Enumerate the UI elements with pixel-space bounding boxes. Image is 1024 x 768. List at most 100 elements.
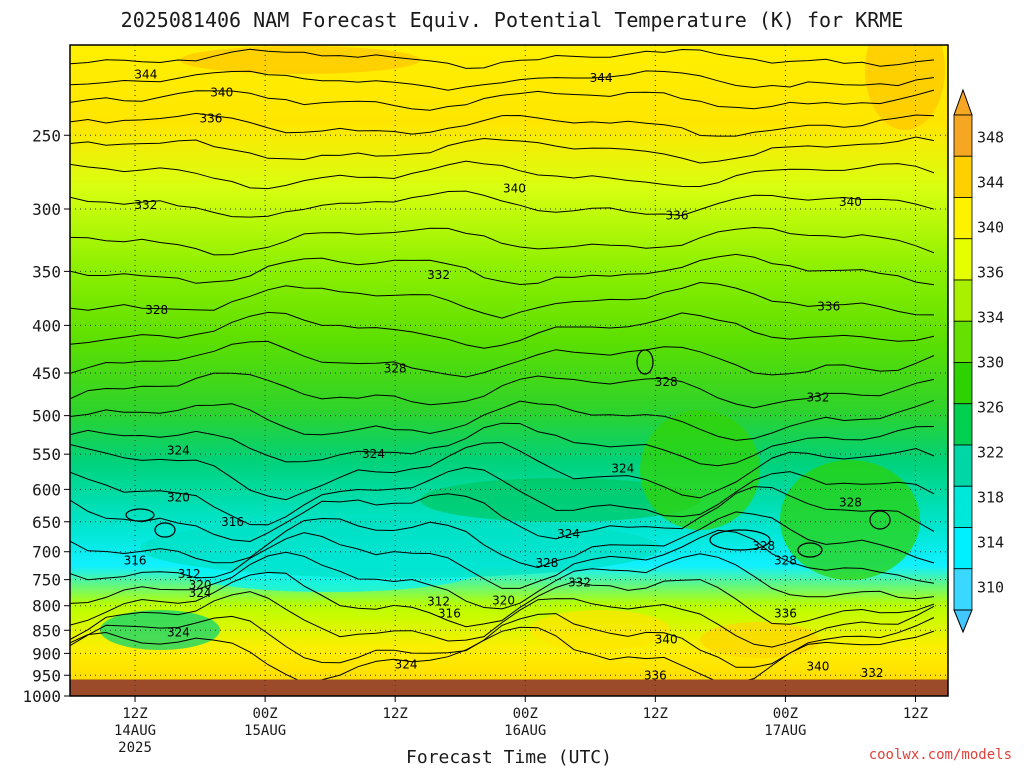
contour-label-21: 328 [752,539,775,553]
contour-label-10: 328 [145,303,168,317]
colorbar-label-314: 314 [977,534,1004,552]
contour-line-21 [70,571,935,628]
y-tick-label-1000: 1000 [22,687,61,706]
colorbar-label-348: 348 [977,129,1004,147]
contour-label-7: 336 [666,209,689,223]
contour-labels: 3443403443363403403323363323363283283283… [124,67,884,682]
x-tick-label-6-1: 12Z [903,706,928,722]
contour-line-5 [70,160,935,190]
colorbar-label-322: 322 [977,444,1004,462]
colorbar-segment-6 [953,362,973,405]
contour-line-1 [70,70,935,91]
contour-label-18: 320 [167,490,190,504]
contour-label-15: 324 [362,447,385,461]
colorbar-segment-8 [953,444,973,487]
x-tick-label-0-1: 12Z [122,706,147,722]
contour-line-17 [70,486,935,543]
contour-label-31: 320 [492,594,515,608]
contour-line-19 [70,529,935,589]
colorbar-segment-10 [953,527,973,570]
contour-label-13: 332 [806,390,829,404]
contour-line-2 [70,89,935,111]
y-tick-label-950: 950 [32,666,61,685]
contour-line-20 [70,551,935,610]
y-tick-label-300: 300 [32,200,61,219]
contour-label-27: 328 [535,556,558,570]
y-tick-label-550: 550 [32,445,61,464]
contour-label-36: 340 [806,660,829,674]
contour-label-25: 320 [189,578,212,592]
contour-line-8 [70,253,935,286]
x-tick-label-5-2: 17AUG [764,723,806,739]
plot-frame [69,44,949,697]
contour-label-34: 340 [655,633,678,647]
x-tick-label-1-2: 15AUG [244,723,286,739]
y-axis: 250 300 350 400 450 500 550 600 650 700 750 800 850 9… [22,126,70,706]
contour-label-24: 312 [178,567,201,581]
credit-text: coolwx.com/models [869,747,1012,763]
contour-label-20: 324 [557,527,580,541]
contour-label-4: 340 [503,181,526,195]
y-tick-label-850: 850 [32,621,61,640]
contour-label-29: 312 [427,595,450,609]
contour-line-6 [70,190,935,218]
x-tick-label-4-1: 12Z [643,706,668,722]
contour-line-12 [70,372,935,409]
contour-line-13 [70,399,935,441]
contour-label-16: 324 [611,462,634,476]
x-tick-label-3-2: 16AUG [504,723,546,739]
x-tick-label-2-1: 12Z [383,706,408,722]
contour-label-26: 324 [189,586,212,600]
contour-label-2: 344 [590,71,613,85]
colorbar-segment-0 [953,114,973,157]
contour-label-35: 324 [395,657,418,671]
contour-label-11: 328 [384,361,407,375]
contour-line-0 [70,48,935,69]
contour-lines [70,48,935,684]
contour-label-6: 332 [134,198,157,212]
contour-label-5: 340 [839,195,862,209]
contour-line-16 [70,466,935,526]
y-tick-label-450: 450 [32,364,61,383]
contour-line-15 [70,441,935,501]
y-tick-label-800: 800 [32,597,61,616]
closed-contour-3 [709,529,771,551]
colorbar-label-340: 340 [977,219,1004,237]
shading-blob-8 [640,410,760,530]
colorbar-label-334: 334 [977,309,1004,327]
contour-label-0: 344 [134,67,157,81]
contour-label-22: 328 [774,553,797,567]
contour-line-3 [70,112,935,137]
colorbar-segment-5 [953,320,973,363]
y-tick-label-500: 500 [32,407,61,426]
shading-blob-5 [700,622,820,658]
contour-label-9: 336 [817,300,840,314]
contour-label-8: 332 [427,268,450,282]
chart-title: 2025081406 NAM Forecast Equiv. Potential… [121,8,904,32]
contour-label-33: 324 [167,626,190,640]
colorbar-segment-4 [953,279,973,322]
colorbar-label-344: 344 [977,174,1004,192]
y-tick-label-250: 250 [32,126,61,145]
shading-blob-7 [780,460,920,580]
colorbar: 348 344 340 336 334 330 326 322 318 314 310 [953,88,1004,634]
x-tick-label-1-1: 00Z [252,706,277,722]
contour-line-10 [70,311,935,349]
field-background [70,45,948,696]
colorbar-segment-2 [953,197,973,240]
y-tick-label-600: 600 [32,480,61,499]
closed-contour-5 [869,510,891,530]
contour-label-38: 332 [861,666,884,680]
contour-label-37: 336 [644,668,667,682]
contour-line-7 [70,226,935,256]
shading-blob-1 [180,46,420,74]
y-tick-label-700: 700 [32,543,61,562]
colorbar-segment-3 [953,238,973,281]
contour-line-22 [70,591,935,648]
y-tick-label-750: 750 [32,571,61,590]
y-tick-label-400: 400 [32,316,61,335]
contour-line-4 [70,136,935,164]
colorbar-extend-bottom [953,609,973,634]
contour-line-9 [70,281,935,319]
